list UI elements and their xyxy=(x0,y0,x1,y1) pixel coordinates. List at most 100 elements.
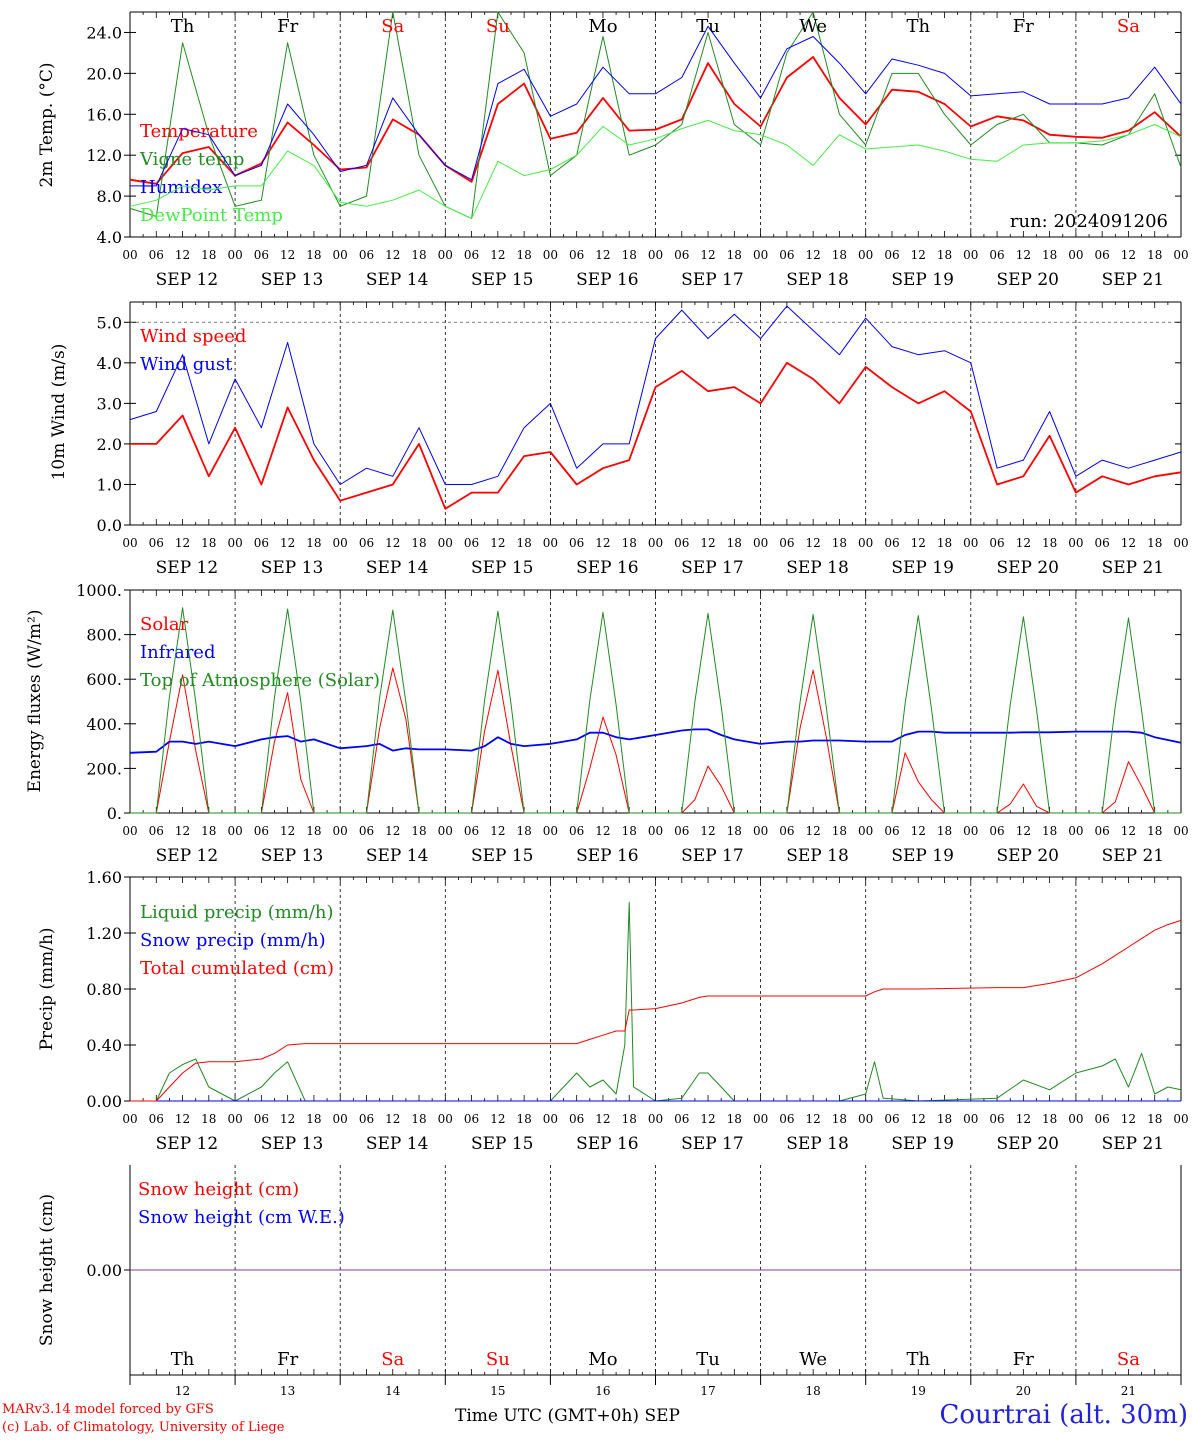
hour-label: 06 xyxy=(359,536,374,550)
hour-label: 12 xyxy=(490,824,505,838)
y-tick-label: 600. xyxy=(86,670,122,689)
hour-label: 18 xyxy=(201,248,216,262)
hour-label: 18 xyxy=(1042,824,1057,838)
hour-label: 18 xyxy=(201,824,216,838)
hour-label: 06 xyxy=(359,248,374,262)
hour-label: 12 xyxy=(700,1112,715,1126)
legend-entry: Infrared xyxy=(140,642,215,663)
hour-label: 18 xyxy=(727,1112,742,1126)
y-tick-label: 1000. xyxy=(76,581,122,600)
hour-label: 12 xyxy=(1016,536,1031,550)
date-label: SEP 14 xyxy=(366,846,429,866)
date-label: SEP 20 xyxy=(996,1134,1059,1154)
date-label: SEP 19 xyxy=(891,558,954,578)
hour-label: 00 xyxy=(122,536,137,550)
hour-label: 00 xyxy=(963,1112,978,1126)
hour-label: 18 xyxy=(622,1112,637,1126)
y-tick-label: 200. xyxy=(86,759,122,778)
hour-label: 18 xyxy=(516,248,531,262)
hour-label: 18 xyxy=(727,248,742,262)
hour-label: 12 xyxy=(595,536,610,550)
date-label: SEP 21 xyxy=(1102,558,1165,578)
hour-label: 00 xyxy=(858,536,873,550)
hour-label: 12 xyxy=(1016,1112,1031,1126)
hour-label: 12 xyxy=(385,824,400,838)
hour-label: 00 xyxy=(1068,248,1083,262)
hour-label: 12 xyxy=(385,536,400,550)
weekday-label: Sa xyxy=(381,1349,404,1370)
hour-label: 00 xyxy=(438,248,453,262)
hour-label: 00 xyxy=(963,248,978,262)
hour-label: 06 xyxy=(674,824,689,838)
y-tick-label: 1.0 xyxy=(97,475,122,494)
weekday-label: Sa xyxy=(381,16,404,37)
day-number: 19 xyxy=(911,1384,926,1398)
hour-label: 18 xyxy=(516,536,531,550)
series-line-3 xyxy=(130,607,1181,814)
model-credit: MARv3.14 model forced by GFS xyxy=(2,1402,214,1417)
legend-entry: Snow height (cm W.E.) xyxy=(138,1207,345,1228)
y-tick-label: 0.00 xyxy=(86,1092,122,1111)
hour-label: 12 xyxy=(175,536,190,550)
hour-label: 18 xyxy=(1042,536,1057,550)
hour-label: 12 xyxy=(595,824,610,838)
hour-label: 06 xyxy=(674,1112,689,1126)
date-label: SEP 15 xyxy=(471,270,534,290)
weekday-label: Mo xyxy=(588,16,617,37)
hour-label: 00 xyxy=(333,248,348,262)
hour-label: 00 xyxy=(333,536,348,550)
y-tick-label: 0.80 xyxy=(86,980,122,999)
hour-label: 18 xyxy=(727,536,742,550)
date-label: SEP 12 xyxy=(156,846,219,866)
hour-label: 00 xyxy=(438,824,453,838)
hour-label: 06 xyxy=(779,248,794,262)
hour-label: 06 xyxy=(989,248,1004,262)
date-label: SEP 18 xyxy=(786,558,849,578)
weekday-label: Sa xyxy=(1117,1349,1140,1370)
legend-entry: Top of Atmosphere (Solar) xyxy=(140,670,380,691)
y-axis-title: Precip (mm/h) xyxy=(37,927,57,1050)
hour-label: 06 xyxy=(254,1112,269,1126)
hour-label: 18 xyxy=(1147,248,1162,262)
hour-label: 00 xyxy=(227,248,242,262)
day-number: 17 xyxy=(700,1384,715,1398)
weekday-label: Fr xyxy=(1013,16,1034,37)
legend-entry: DewPoint Temp xyxy=(140,205,283,226)
hour-label: 12 xyxy=(700,248,715,262)
hour-label: 00 xyxy=(122,824,137,838)
hour-label: 00 xyxy=(438,1112,453,1126)
date-label: SEP 14 xyxy=(366,270,429,290)
panel-1: 4.0 8.0 12.0 16.0 20.0 24.0 2m Temp. (°C) Tempe… xyxy=(37,11,1189,290)
hour-label: 06 xyxy=(779,824,794,838)
legend-entry: Snow height (cm) xyxy=(138,1179,299,1200)
y-tick-label: 2.0 xyxy=(97,435,122,454)
hour-label: 18 xyxy=(306,824,321,838)
hour-label: 06 xyxy=(359,824,374,838)
hour-label: 00 xyxy=(1173,248,1188,262)
hour-label: 06 xyxy=(989,1112,1004,1126)
hour-label: 06 xyxy=(464,1112,479,1126)
hour-label: 06 xyxy=(989,536,1004,550)
weekday-label: Sa xyxy=(1117,16,1140,37)
date-label: SEP 13 xyxy=(261,846,324,866)
hour-label: 00 xyxy=(1173,824,1188,838)
date-label: SEP 17 xyxy=(681,846,744,866)
series-line-2 xyxy=(129,11,1182,220)
weekday-label: Th xyxy=(171,16,195,37)
hour-label: 12 xyxy=(280,1112,295,1126)
hour-label: 12 xyxy=(1121,248,1136,262)
hour-label: 00 xyxy=(227,1112,242,1126)
weekday-label: Tu xyxy=(696,1349,720,1370)
hour-label: 06 xyxy=(149,248,164,262)
date-label: SEP 13 xyxy=(261,1134,324,1154)
hour-label: 06 xyxy=(1095,536,1110,550)
hour-label: 12 xyxy=(700,536,715,550)
panel-2: 0.0 1.0 2.0 3.0 4.0 5.0 10m Wind (m/s) Wind spe… xyxy=(49,301,1189,578)
date-label: SEP 20 xyxy=(996,558,1059,578)
hour-label: 12 xyxy=(595,1112,610,1126)
hour-label: 00 xyxy=(438,536,453,550)
day-number: 14 xyxy=(385,1384,401,1398)
date-label: SEP 18 xyxy=(786,846,849,866)
hour-label: 06 xyxy=(779,1112,794,1126)
hour-label: 06 xyxy=(464,536,479,550)
